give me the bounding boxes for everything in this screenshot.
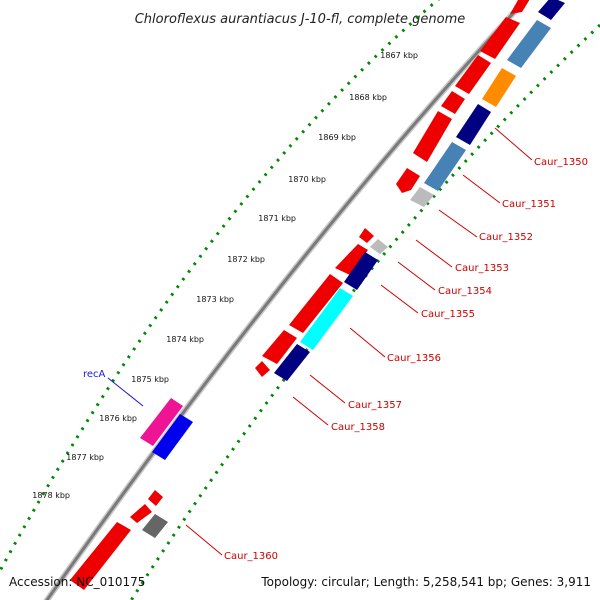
gene-arrow bbox=[142, 514, 168, 538]
tick-label: 1878 kbp bbox=[32, 491, 70, 500]
tick-label: 1868 kbp bbox=[349, 93, 387, 102]
gene-arrow bbox=[480, 17, 520, 59]
gene-label: Caur_1353 bbox=[455, 263, 509, 274]
tick-label: 1870 kbp bbox=[288, 175, 326, 184]
gene-label: Caur_1356 bbox=[387, 353, 441, 364]
gene-label: Caur_1355 bbox=[421, 309, 475, 320]
topology-text: Topology: circular; Length: 5,258,541 bp… bbox=[260, 575, 591, 589]
inner-strand-genes bbox=[142, 0, 565, 538]
gene-label: Caur_1352 bbox=[479, 232, 533, 243]
gene-arrow bbox=[152, 414, 193, 460]
gene-arrow bbox=[359, 228, 374, 243]
gene-arrow bbox=[424, 142, 466, 191]
map-title: Chloroflexus aurantiacus J-10-fl, comple… bbox=[135, 12, 466, 27]
inner-dotted-ring bbox=[129, 23, 600, 600]
gene-arrow bbox=[148, 490, 163, 506]
gene-arrow bbox=[70, 522, 131, 590]
gene-label-recA: recA bbox=[83, 369, 106, 380]
gene-arrow bbox=[456, 104, 491, 145]
gene-labels: recA Caur_1350 Caur_1351 Caur_1352 Caur_… bbox=[83, 157, 588, 562]
gene-arrow bbox=[507, 20, 551, 68]
recA-callout-line bbox=[107, 377, 144, 407]
gene-label: Caur_1358 bbox=[331, 422, 385, 433]
gene-arrow bbox=[455, 55, 491, 94]
tick-label: 1877 kbp bbox=[66, 453, 104, 462]
genome-backbone bbox=[43, 0, 530, 600]
tick-label: 1872 kbp bbox=[227, 255, 265, 264]
gene-arrow bbox=[140, 398, 183, 446]
tick-label: 1874 kbp bbox=[166, 335, 204, 344]
gene-arrow bbox=[344, 252, 378, 290]
gene-arrow bbox=[130, 504, 152, 523]
gene-arrow bbox=[255, 361, 270, 377]
gene-arrow bbox=[300, 288, 353, 350]
gene-arrow bbox=[413, 111, 452, 162]
gene-arrow bbox=[396, 168, 420, 193]
gene-arrow bbox=[410, 187, 434, 207]
accession-text: Accession: NC_010175 bbox=[9, 575, 145, 589]
gene-label: Caur_1354 bbox=[438, 286, 492, 297]
gene-arrow bbox=[262, 330, 297, 364]
gene-arrow bbox=[289, 274, 343, 333]
tick-label: 1871 kbp bbox=[258, 214, 296, 223]
gene-arrow bbox=[510, 0, 530, 14]
gene-label: Caur_1351 bbox=[502, 199, 556, 210]
gene-label: Caur_1360 bbox=[224, 551, 278, 562]
tick-label: 1873 kbp bbox=[196, 295, 234, 304]
gene-arrow bbox=[370, 239, 388, 254]
gene-arrow bbox=[482, 68, 516, 107]
gene-callout-lines bbox=[185, 127, 533, 556]
gene-label: Caur_1357 bbox=[348, 400, 402, 411]
tick-label: 1875 kbp bbox=[131, 375, 169, 384]
tick-labels: 1867 kbp 1868 kbp 1869 kbp 1870 kbp 1871… bbox=[32, 51, 418, 500]
outer-strand-genes bbox=[70, 0, 530, 590]
gene-label: Caur_1350 bbox=[534, 157, 588, 168]
tick-label: 1876 kbp bbox=[99, 414, 137, 423]
tick-label: 1867 kbp bbox=[380, 51, 418, 60]
tick-label: 1869 kbp bbox=[318, 133, 356, 142]
gene-arrow bbox=[538, 0, 565, 20]
gene-arrow bbox=[441, 91, 465, 114]
gene-arrow bbox=[274, 344, 310, 381]
gene-arrow bbox=[335, 244, 368, 275]
